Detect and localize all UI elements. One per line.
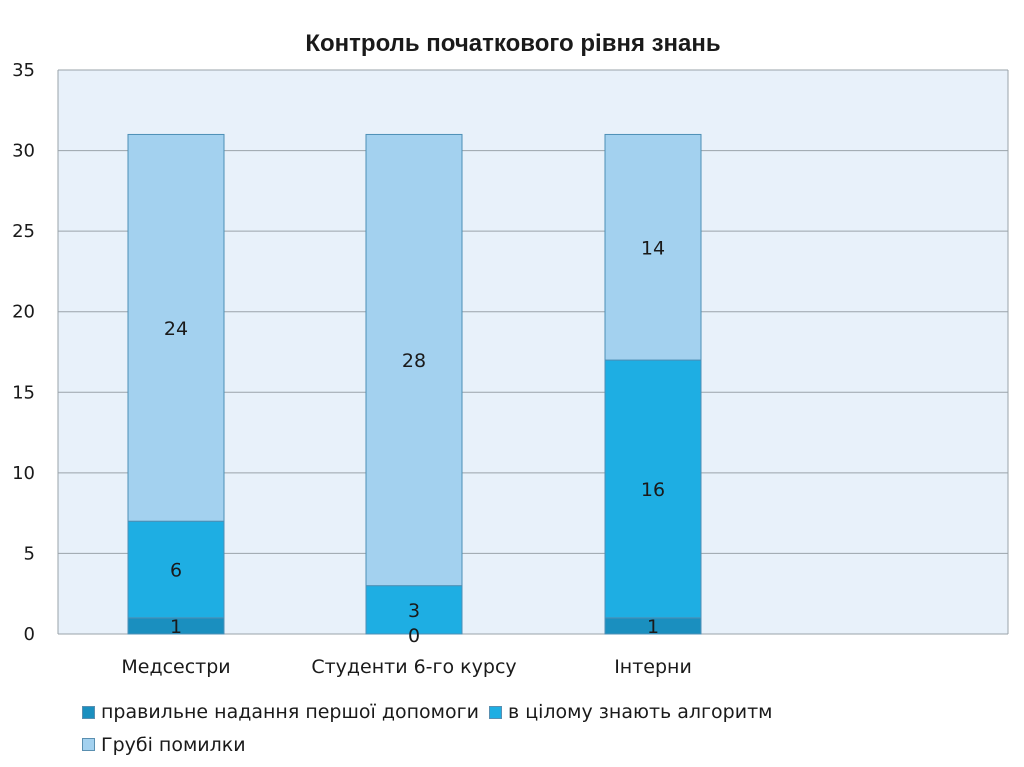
y-tick-label: 30: [12, 141, 35, 162]
bars: [127, 133, 702, 635]
legend-swatch: [488, 705, 502, 719]
data-label: 14: [641, 237, 665, 259]
y-tick-label: 0: [24, 624, 35, 645]
bar-segment: [365, 585, 463, 635]
bar-segment: [127, 520, 225, 619]
legend-label: правильне надання першої допомоги: [101, 701, 479, 723]
data-label: 0: [408, 625, 420, 647]
bar-segment: [127, 133, 225, 522]
bar-segment: [604, 133, 702, 361]
data-label: 28: [402, 350, 426, 372]
y-tick-label: 10: [12, 463, 35, 484]
bar-segment: [604, 359, 702, 619]
legend-swatch: [82, 705, 95, 719]
data-label: 6: [170, 560, 182, 582]
data-label: 3: [408, 600, 420, 622]
chart-title: Контроль початкового рівня знань: [305, 30, 720, 57]
y-tick-label: 35: [12, 60, 35, 81]
legend: правильне надання першої допомоги в ціло…: [82, 696, 982, 761]
legend-label: Грубі помилки: [101, 733, 246, 756]
y-tick-label: 20: [12, 302, 35, 323]
legend-label: в цілому знають алгоритм: [507, 701, 773, 723]
x-category-label: Медсестри: [121, 656, 230, 678]
y-tick-label: 15: [12, 382, 35, 403]
y-tick-label: 5: [24, 543, 35, 564]
data-label: 1: [647, 616, 659, 638]
legend-item: в цілому знають алгоритм: [488, 696, 773, 728]
y-tick-label: 25: [12, 221, 35, 242]
x-category-label: Студенти 6-го курсу: [311, 656, 516, 678]
legend-item: правильне надання першої допомоги: [82, 696, 479, 728]
category-labels: Медсестри Студенти 6-го курсу Інтерни: [121, 656, 691, 678]
legend-swatch: [82, 738, 95, 751]
data-label: 24: [164, 318, 188, 340]
data-label: 16: [641, 479, 665, 501]
y-axis-ticks: 0 5 10 15 20 25 30 35: [12, 60, 35, 645]
bar-segment: [365, 133, 463, 587]
legend-item: Грубі помилки: [82, 729, 246, 761]
data-label: 1: [170, 616, 182, 638]
x-category-label: Інтерни: [614, 656, 692, 678]
